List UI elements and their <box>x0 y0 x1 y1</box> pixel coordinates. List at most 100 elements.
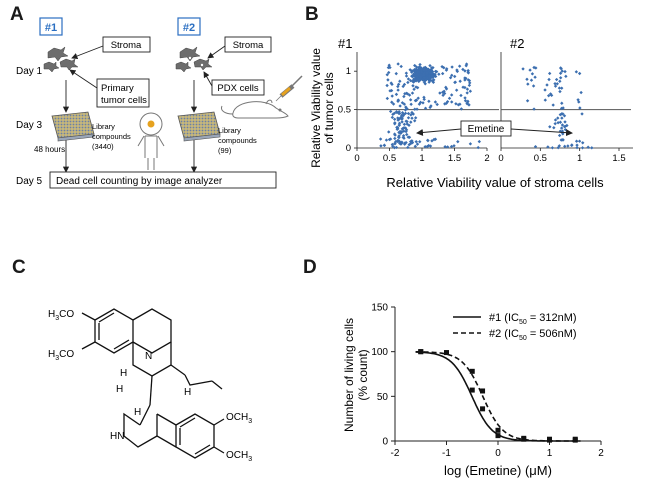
scatter-point <box>412 119 417 123</box>
scatter-point <box>403 108 408 112</box>
scatter-point <box>577 71 582 76</box>
scatter-point <box>390 94 394 98</box>
scatter-point <box>423 144 427 149</box>
scatter-point <box>402 126 406 130</box>
panel-letter-b: B <box>305 4 319 25</box>
scatter-point <box>543 88 547 92</box>
scatter-point <box>422 95 426 100</box>
scatter-point <box>393 136 397 141</box>
scatter-point <box>410 91 415 95</box>
scatter-point <box>558 79 562 83</box>
scatter-point <box>546 93 551 98</box>
assay-plate-1 <box>51 111 95 142</box>
scatter-point <box>401 134 406 138</box>
scatter-point <box>553 81 557 86</box>
scatter-point <box>465 87 470 91</box>
xtick-label: 1 <box>577 153 582 164</box>
scatter-point <box>408 68 412 72</box>
scatter-point <box>450 100 454 104</box>
scatter-point <box>558 71 563 75</box>
label-h3co-top: H3CO <box>48 309 74 322</box>
xtick-label: 2 <box>484 153 489 164</box>
scatter-point <box>423 106 428 110</box>
scatter-point <box>396 84 400 89</box>
scatter-point <box>468 81 472 85</box>
scatter-1-title: #1 <box>338 36 352 51</box>
ylabel-b-line2: of tumor cells <box>322 72 336 143</box>
scatter-point <box>425 144 430 149</box>
scatter-point <box>578 106 582 110</box>
scatter-1: #1 0 0.5 1 1.5 2 0 0.5 1 <box>338 36 499 164</box>
scatter-point <box>450 65 454 69</box>
scatter-point <box>396 98 400 102</box>
scatter-point <box>440 71 445 76</box>
scatter-point <box>409 120 413 124</box>
xlabel-b: Relative Viability value of stroma cells <box>386 175 604 190</box>
scatter-point <box>560 69 564 73</box>
scatter-point <box>467 83 472 88</box>
library1-line3: (3440) <box>92 142 114 151</box>
emetine-arrow-left <box>416 128 462 136</box>
scatter-point <box>453 80 458 84</box>
scatter-point <box>456 139 460 144</box>
scatter-point <box>463 69 467 73</box>
scatter-point <box>379 144 383 148</box>
scatter-point <box>468 142 473 146</box>
day3-label: Day 3 <box>16 120 43 131</box>
scatter-point <box>586 145 590 149</box>
scatter-point <box>556 121 560 125</box>
dose-point <box>495 433 501 439</box>
scatter-point <box>438 91 442 95</box>
tumor-dot <box>147 120 155 128</box>
xtick-label: 0 <box>495 448 501 459</box>
exp2-tag: #2 <box>183 22 195 34</box>
scatter-point <box>560 112 564 116</box>
panel-b-scatter: Relative Viability value of tumor cells … <box>309 36 633 190</box>
scatter-point <box>435 102 439 107</box>
scatter-point <box>556 116 560 120</box>
scatter-point <box>392 117 397 122</box>
scatter-point <box>445 67 449 71</box>
patient-figure <box>137 112 165 170</box>
scatter-point <box>531 84 536 88</box>
label-n: N <box>145 351 152 362</box>
ylabel-b-line1: Relative Viability value <box>309 48 323 168</box>
scatter-point <box>404 71 409 75</box>
scatter-point <box>558 89 562 94</box>
scatter-point <box>550 146 555 150</box>
scatter-point <box>406 80 410 85</box>
scatter-point <box>398 79 402 83</box>
scatter-point <box>410 69 415 73</box>
dose-point <box>480 406 486 412</box>
panel-letter-c: C <box>12 257 26 278</box>
scatter-point <box>580 146 585 150</box>
scatter-point <box>548 125 552 129</box>
scatter-point <box>453 74 457 79</box>
pdx-cells-box <box>211 79 265 96</box>
dose-point <box>444 350 449 356</box>
scatter-point <box>424 77 428 82</box>
scatter-point <box>394 71 398 76</box>
scatter-point <box>388 109 393 114</box>
syringe-icon <box>275 75 303 102</box>
xtick-label: 1 <box>419 153 424 164</box>
scatter-point <box>521 67 525 71</box>
scatter-point <box>565 123 569 128</box>
scatter-point <box>467 103 471 107</box>
scatter-point <box>559 138 563 142</box>
scatter-point <box>410 74 415 79</box>
scatter-point <box>392 132 397 136</box>
scatter-point <box>456 103 461 107</box>
label-h4: H <box>134 407 141 418</box>
scatter-point <box>422 75 427 80</box>
dose-curve-2 <box>415 351 581 442</box>
emetine-box <box>460 120 512 137</box>
scatter-point <box>406 135 410 139</box>
scatter-point <box>560 123 565 127</box>
scatter-point <box>389 81 393 85</box>
scatter-point <box>579 90 583 95</box>
xtick-label: 1.5 <box>448 153 461 164</box>
scatter-point <box>410 116 414 120</box>
primary-tumor-box <box>96 78 150 108</box>
label-och3-top: OCH3 <box>226 412 252 425</box>
